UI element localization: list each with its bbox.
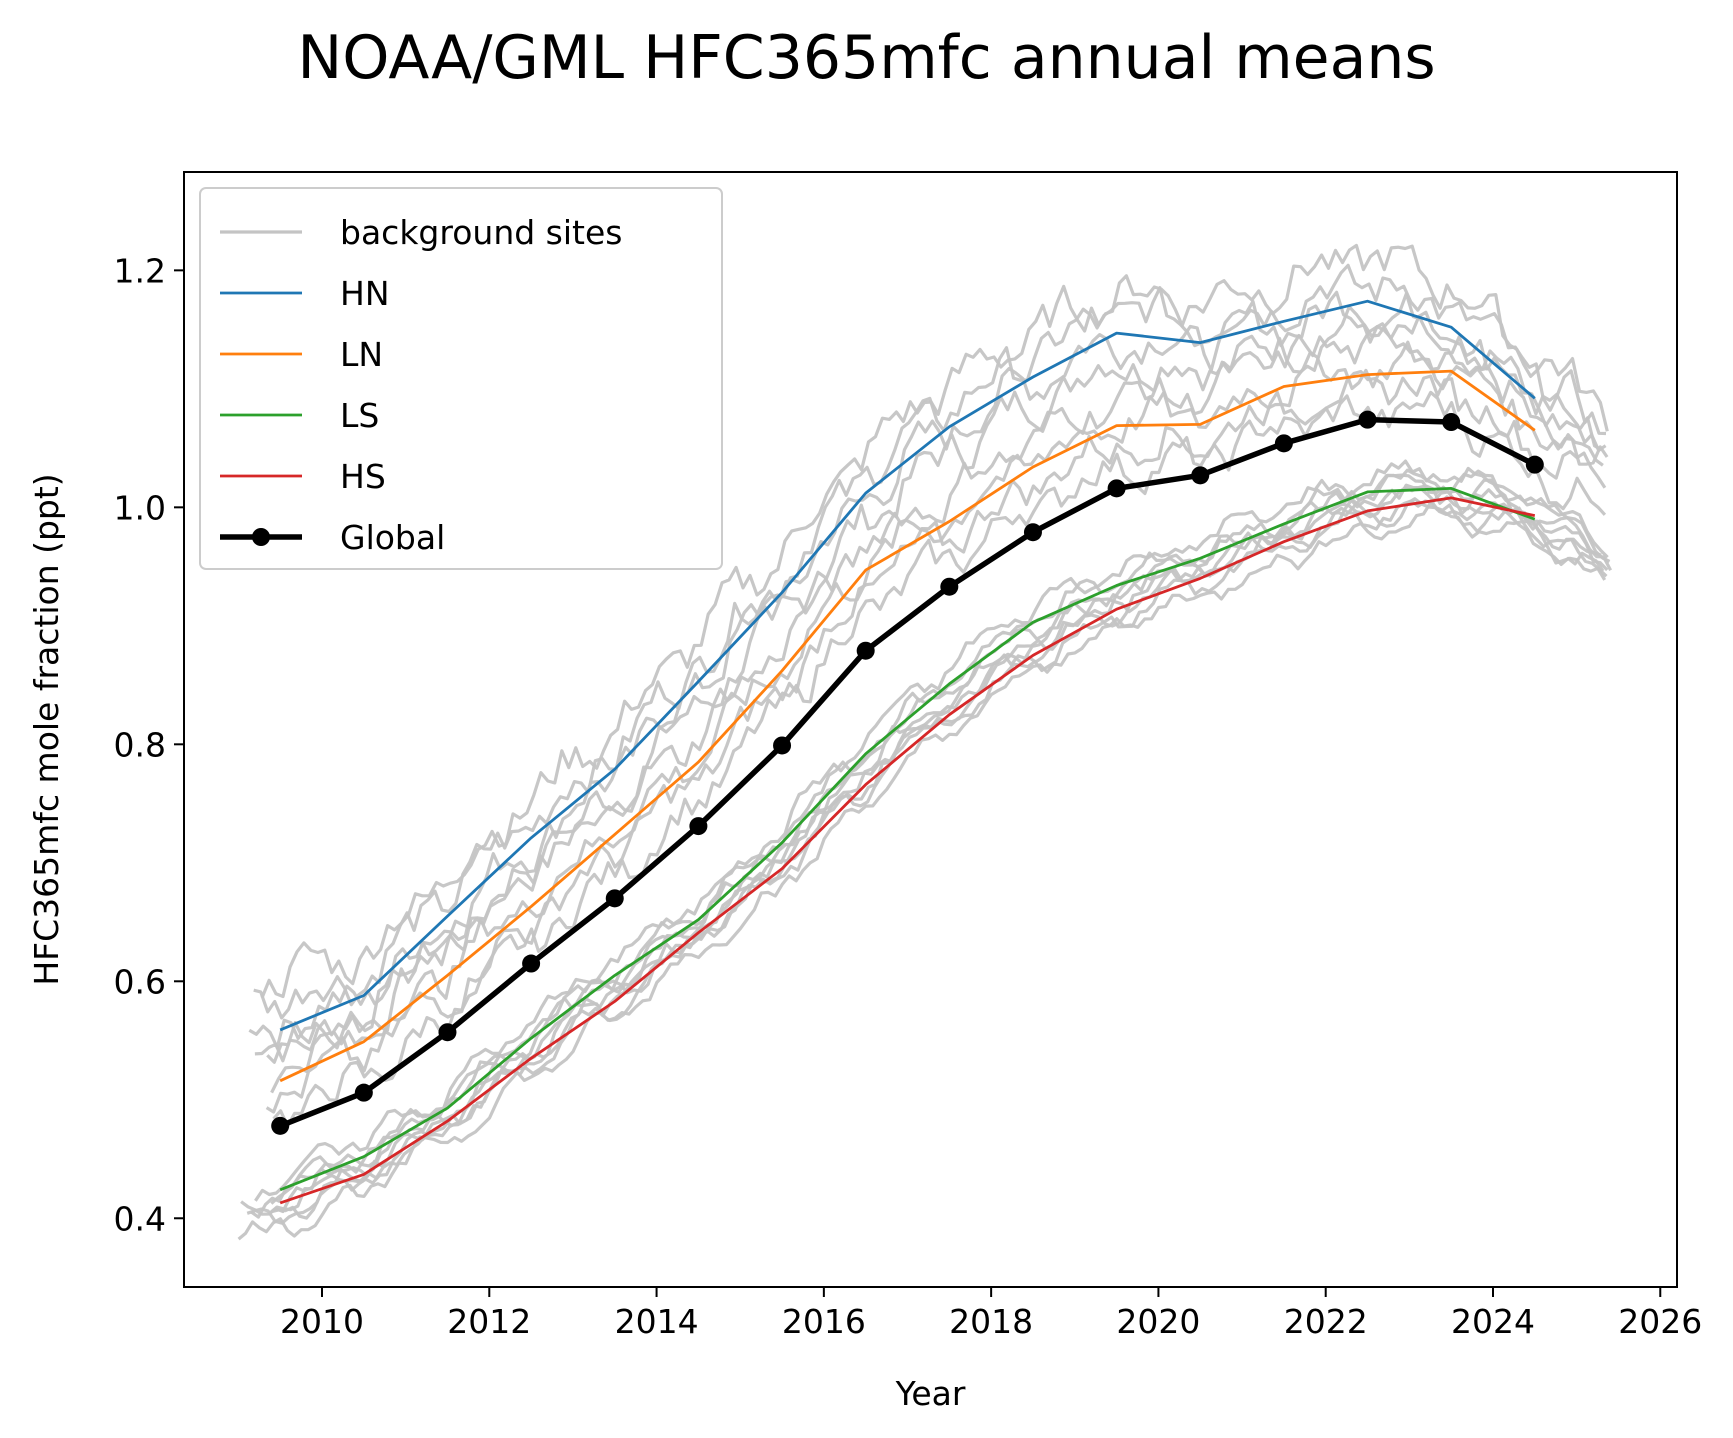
global-series-layer (271, 410, 1544, 1135)
background-site-line (265, 370, 1607, 1114)
y-tick-label: 0.4 (114, 1199, 166, 1238)
global-marker (1191, 466, 1210, 485)
background-site-line (266, 322, 1607, 1064)
region-series-layer (279, 299, 1536, 1205)
background-site-line (270, 340, 1604, 1094)
global-marker (1525, 455, 1544, 474)
legend-marker-global (252, 528, 270, 546)
x-tick-label: 2010 (280, 1302, 364, 1341)
series-line-hn (279, 299, 1536, 1032)
y-tick-label: 1.2 (114, 251, 166, 290)
global-marker (354, 1083, 373, 1102)
legend-label-background-sites: background sites (340, 213, 622, 252)
global-marker (1442, 413, 1461, 432)
y-axis-label: HFC365mfc mole fraction (ppt) (27, 473, 66, 985)
x-axis-label: Year (895, 1374, 966, 1413)
x-tick-label: 2018 (949, 1302, 1033, 1341)
y-tick-label: 0.6 (114, 962, 166, 1001)
global-marker (940, 577, 959, 596)
series-line-global (279, 416, 1537, 1129)
global-marker (605, 889, 624, 908)
y-tick-label: 0.8 (114, 725, 166, 764)
background-site-line (253, 263, 1607, 1020)
legend-label-global: Global (340, 518, 445, 557)
y-axis: 0.4 0.6 0.8 1.0 1.2 (114, 251, 184, 1238)
global-marker (689, 817, 708, 836)
global-marker (1358, 410, 1377, 429)
background-site-line (237, 501, 1607, 1241)
legend-box (199, 187, 723, 570)
background-site-line (260, 243, 1609, 999)
series-line-ln (279, 369, 1536, 1083)
x-tick-label: 2016 (782, 1302, 866, 1341)
legend: background sites HN LN LS HS Global (199, 187, 723, 570)
legend-label-hs: HS (340, 457, 386, 496)
x-tick-label: 2020 (1116, 1302, 1200, 1341)
x-tick-label: 2022 (1284, 1302, 1368, 1341)
background-site-line (248, 290, 1603, 1050)
chart-title: NOAA/GML HFC365mfc annual means (297, 23, 1436, 93)
legend-label-ls: LS (340, 396, 379, 435)
global-marker (271, 1116, 290, 1135)
global-marker (1274, 434, 1293, 453)
legend-label-ln: LN (340, 335, 383, 374)
global-marker (438, 1023, 457, 1042)
global-marker (773, 736, 792, 755)
background-site-line (270, 468, 1611, 1205)
global-marker (1107, 479, 1126, 498)
background-site-line (246, 499, 1608, 1225)
x-tick-label: 2024 (1451, 1302, 1535, 1341)
global-marker (1023, 523, 1042, 542)
background-site-line (268, 483, 1602, 1215)
background-site-line (254, 459, 1609, 1202)
x-tick-label: 2026 (1618, 1302, 1702, 1341)
global-marker (522, 954, 541, 973)
x-tick-label: 2012 (447, 1302, 531, 1341)
y-tick-label: 1.0 (114, 488, 166, 527)
global-marker (856, 641, 875, 660)
x-axis: 2010 2012 2014 2016 2018 2020 2022 2024 2026 (280, 1287, 1702, 1341)
series-line-hs (279, 496, 1536, 1205)
x-tick-label: 2014 (615, 1302, 699, 1341)
legend-label-hn: HN (340, 274, 390, 313)
plot-frame (183, 171, 1678, 1288)
background-site-line (250, 469, 1613, 1219)
series-line-ls (279, 486, 1536, 1192)
